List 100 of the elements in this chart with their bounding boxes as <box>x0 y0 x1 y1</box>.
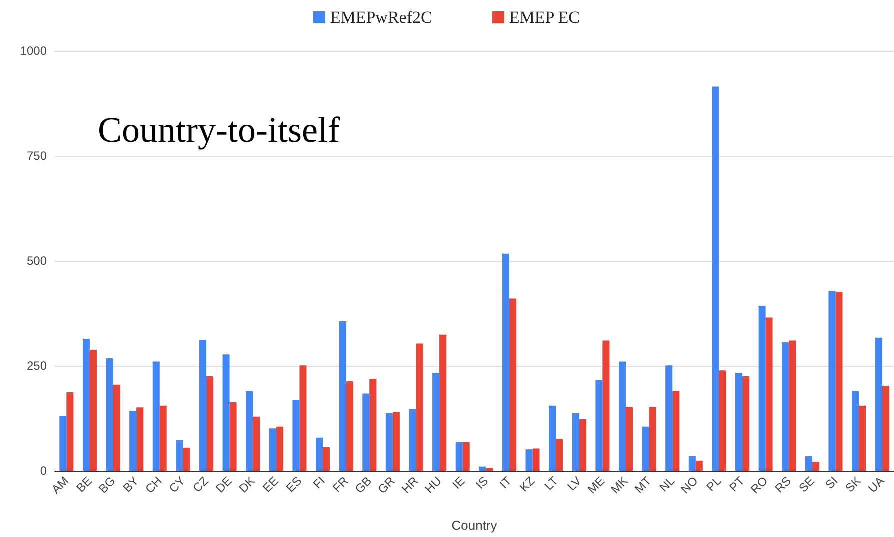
bar <box>346 382 354 471</box>
bar <box>758 306 766 471</box>
bar <box>579 419 586 471</box>
x-tick-label: PL <box>704 474 724 494</box>
x-tick-label: SK <box>842 474 864 496</box>
x-tick-label: DE <box>213 474 235 496</box>
bar <box>409 409 416 471</box>
x-tick-label: MK <box>608 474 631 497</box>
bar <box>113 384 120 471</box>
bar <box>300 366 307 471</box>
bar <box>509 298 516 471</box>
x-tick-label: IE <box>450 474 468 492</box>
bar <box>642 426 650 471</box>
bar <box>152 362 160 471</box>
bar <box>556 439 564 471</box>
bar <box>456 442 463 471</box>
annotation: Country-to-itself <box>98 110 340 150</box>
x-tick-label: ES <box>283 474 305 496</box>
x-tick-label: PT <box>726 474 748 495</box>
bar <box>339 321 346 471</box>
bar <box>719 370 726 471</box>
bar <box>416 344 424 471</box>
bar <box>626 407 633 471</box>
y-tick-label: 500 <box>26 254 48 268</box>
bar <box>432 373 440 471</box>
x-tick-label: DK <box>236 474 258 496</box>
bar <box>742 376 750 471</box>
bar <box>696 460 703 471</box>
bar <box>649 407 656 471</box>
bar <box>199 340 206 471</box>
bar <box>90 350 97 471</box>
bar <box>782 342 790 471</box>
x-tick-label: LT <box>542 474 562 494</box>
x-tick-label: BY <box>120 474 142 496</box>
bar <box>712 86 720 471</box>
bar <box>462 442 470 471</box>
x-tick-label: FR <box>330 474 352 496</box>
bar <box>502 254 510 471</box>
bar <box>875 338 882 471</box>
legend-label: EMEPwRef2C <box>330 8 432 27</box>
bar <box>246 391 254 471</box>
bar <box>82 339 90 471</box>
bar <box>136 408 144 471</box>
x-tick-label: GR <box>375 474 398 497</box>
bar <box>526 450 533 471</box>
bar <box>828 291 836 471</box>
bar <box>549 406 556 471</box>
bar <box>60 416 67 471</box>
x-tick-label: NO <box>678 474 701 497</box>
bar <box>532 448 540 471</box>
bar <box>812 462 820 471</box>
bar <box>479 466 486 471</box>
bar <box>440 334 447 471</box>
x-tick-label: HU <box>422 474 444 496</box>
bar <box>176 440 184 471</box>
bar <box>222 354 230 471</box>
bar <box>386 413 393 471</box>
bar <box>130 410 137 471</box>
bar <box>789 340 796 471</box>
x-tick-label: KZ <box>516 474 538 495</box>
bar <box>66 392 74 471</box>
bar <box>852 391 860 471</box>
bar <box>882 386 890 471</box>
x-tick-label: MT <box>632 474 655 496</box>
x-tick-label: UA <box>866 474 888 496</box>
x-tick-label: SE <box>796 474 818 496</box>
x-tick-label: EE <box>260 474 282 496</box>
bar <box>253 416 260 471</box>
y-tick-label: 750 <box>26 149 48 163</box>
x-tick-label: FI <box>310 474 328 492</box>
x-tick-label: RO <box>748 474 771 497</box>
bar <box>362 394 370 471</box>
x-tick-label: IS <box>473 474 492 492</box>
x-tick-label: BG <box>96 474 118 496</box>
x-tick-label: CZ <box>190 474 212 496</box>
bar <box>183 448 190 471</box>
bar <box>688 456 696 471</box>
x-tick-label: SI <box>822 474 841 492</box>
x-tick-label: BE <box>74 474 95 496</box>
bar <box>269 428 276 471</box>
bar <box>666 366 673 471</box>
y-tick-label: 250 <box>26 359 48 373</box>
x-tick-label: RS <box>772 474 794 496</box>
y-tick-label: 0 <box>40 464 48 478</box>
x-tick-label: LV <box>564 474 584 494</box>
bar <box>230 402 237 471</box>
legend-label: EMEP EC <box>509 8 580 27</box>
bar <box>106 358 114 471</box>
bar <box>292 400 300 471</box>
bar <box>316 438 324 471</box>
x-tick-label: AM <box>48 474 72 497</box>
bar <box>392 412 400 471</box>
x-tick-label: GB <box>352 474 375 496</box>
x-tick-label: IT <box>496 474 515 492</box>
bar <box>486 468 494 471</box>
bar <box>805 456 812 471</box>
x-tick-label: NL <box>656 474 678 495</box>
bar <box>836 292 843 471</box>
bar <box>323 447 330 471</box>
bar <box>206 376 214 471</box>
